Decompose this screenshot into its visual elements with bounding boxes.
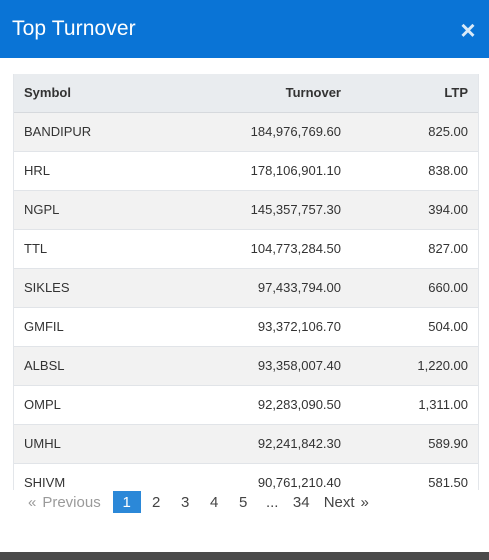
modal-body: Symbol Turnover LTP BANDIPUR 184,976,769.…: [0, 58, 489, 513]
modal-title: Top Turnover: [12, 17, 136, 40]
column-header-ltp[interactable]: LTP: [349, 74, 478, 113]
close-icon[interactable]: ×: [460, 15, 476, 45]
turnover-cell: 92,241,842.30: [184, 424, 349, 464]
page-4-button[interactable]: 4: [210, 493, 219, 511]
symbol-cell: NGPL: [14, 190, 184, 230]
next-page-button[interactable]: Next »: [320, 491, 379, 513]
symbol-cell: ALBSL: [14, 346, 184, 386]
symbol-cell: UMHL: [14, 424, 184, 464]
ltp-cell: 827.00: [349, 229, 478, 269]
table-header-row: Symbol Turnover LTP: [14, 74, 478, 113]
ltp-cell: 825.00: [349, 112, 478, 152]
ltp-cell: 1,220.00: [349, 346, 478, 386]
table-body: BANDIPUR 184,976,769.60 825.00 HRL 178,106,9…: [14, 112, 478, 490]
page-1-button[interactable]: 1: [112, 491, 141, 513]
table-row[interactable]: OMPL 92,283,090.50 1,311.00: [14, 385, 478, 425]
previous-label: Previous: [42, 493, 101, 511]
symbol-cell: TTL: [14, 229, 184, 269]
previous-arrow-icon: «: [28, 493, 37, 511]
symbol-cell: SIKLES: [14, 268, 184, 308]
ltp-cell: 504.00: [349, 307, 478, 347]
symbol-cell: HRL: [14, 151, 184, 191]
symbol-cell: GMFIL: [14, 307, 184, 347]
turnover-cell: 145,357,757.30: [184, 190, 349, 230]
turnover-table: Symbol Turnover LTP BANDIPUR 184,976,769.…: [14, 74, 478, 490]
table-row[interactable]: GMFIL 93,372,106.70 504.00: [14, 307, 478, 347]
turnover-cell: 92,283,090.50: [184, 385, 349, 425]
table-row[interactable]: NGPL 145,357,757.30 394.00: [14, 190, 478, 230]
page-34-button[interactable]: 34: [292, 493, 310, 511]
ltp-cell: 394.00: [349, 190, 478, 230]
ltp-cell: 581.50: [349, 463, 478, 490]
next-arrow-icon: »: [360, 493, 369, 511]
table-row[interactable]: SHIVM 90,761,210.40 581.50: [14, 463, 478, 490]
column-header-symbol[interactable]: Symbol: [14, 74, 184, 113]
background-page-strip: [0, 552, 489, 560]
symbol-cell: SHIVM: [14, 463, 184, 490]
column-header-turnover[interactable]: Turnover: [184, 74, 349, 113]
turnover-table-container[interactable]: Symbol Turnover LTP BANDIPUR 184,976,769.…: [13, 74, 479, 490]
page-5-button[interactable]: 5: [239, 493, 248, 511]
symbol-cell: BANDIPUR: [14, 112, 184, 152]
turnover-cell: 90,761,210.40: [184, 463, 349, 490]
page-3-button[interactable]: 3: [181, 493, 190, 511]
turnover-cell: 104,773,284.50: [184, 229, 349, 269]
table-row[interactable]: HRL 178,106,901.10 838.00: [14, 151, 478, 191]
table-row[interactable]: UMHL 92,241,842.30 589.90: [14, 424, 478, 464]
previous-page-button[interactable]: « Previous: [22, 491, 105, 513]
ltp-cell: 589.90: [349, 424, 478, 464]
turnover-cell: 184,976,769.60: [184, 112, 349, 152]
table-row[interactable]: SIKLES 97,433,794.00 660.00: [14, 268, 478, 308]
turnover-cell: 93,358,007.40: [184, 346, 349, 386]
modal-header: Top Turnover ×: [0, 0, 489, 58]
next-label: Next: [323, 493, 355, 511]
turnover-cell: 97,433,794.00: [184, 268, 349, 308]
turnover-cell: 178,106,901.10: [184, 151, 349, 191]
turnover-cell: 93,372,106.70: [184, 307, 349, 347]
table-row[interactable]: TTL 104,773,284.50 827.00: [14, 229, 478, 269]
symbol-cell: OMPL: [14, 385, 184, 425]
table-row[interactable]: BANDIPUR 184,976,769.60 825.00: [14, 112, 478, 152]
table-row[interactable]: ALBSL 93,358,007.40 1,220.00: [14, 346, 478, 386]
ltp-cell: 1,311.00: [349, 385, 478, 425]
ltp-cell: 838.00: [349, 151, 478, 191]
ltp-cell: 660.00: [349, 268, 478, 308]
page-2-button[interactable]: 2: [152, 493, 161, 511]
pagination: « Previous 1 2 3 4 5 ... 34 Next »: [13, 491, 477, 513]
pagination-ellipsis: ...: [265, 493, 279, 511]
